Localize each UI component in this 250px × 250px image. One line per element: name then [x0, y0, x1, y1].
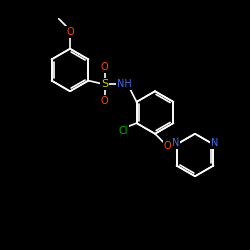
Text: O: O [101, 96, 108, 106]
Text: NH: NH [117, 80, 132, 90]
Text: N: N [172, 138, 179, 148]
Text: O: O [164, 141, 171, 151]
Text: O: O [101, 62, 108, 72]
Text: O: O [66, 27, 74, 37]
Text: S: S [101, 80, 108, 90]
Text: N: N [211, 138, 218, 148]
Text: Cl: Cl [118, 126, 128, 136]
